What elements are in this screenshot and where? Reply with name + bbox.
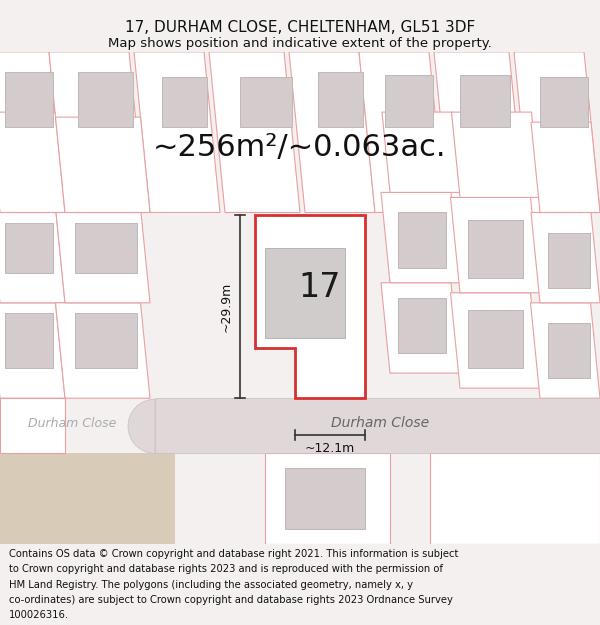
Polygon shape [0,213,65,303]
Text: Map shows position and indicative extent of the property.: Map shows position and indicative extent… [108,38,492,50]
Polygon shape [289,52,375,212]
Polygon shape [56,303,150,398]
Polygon shape [255,216,365,398]
Bar [5,72,53,127]
Polygon shape [530,303,600,398]
Text: ~256m²/~0.063ac.: ~256m²/~0.063ac. [153,132,447,162]
Bar [540,77,588,127]
Text: Durham Close: Durham Close [331,416,429,430]
Bar [162,77,207,127]
Polygon shape [265,453,390,544]
Polygon shape [451,198,540,292]
Bar [460,75,510,127]
Text: 17, DURHAM CLOSE, CHELTENHAM, GL51 3DF: 17, DURHAM CLOSE, CHELTENHAM, GL51 3DF [125,20,475,35]
Polygon shape [531,122,600,212]
Polygon shape [381,192,460,282]
Polygon shape [0,398,65,453]
Bar [468,310,523,368]
Polygon shape [531,213,600,303]
Text: 100026316.: 100026316. [9,609,69,619]
Polygon shape [0,112,65,212]
Bar [5,313,53,368]
Polygon shape [452,112,540,198]
Polygon shape [0,453,175,544]
Polygon shape [382,112,460,192]
Bar [75,313,137,368]
Wedge shape [128,399,155,453]
Polygon shape [134,52,220,212]
Polygon shape [209,52,300,212]
Bar [468,219,523,278]
Text: to Crown copyright and database rights 2023 and is reproduced with the permissio: to Crown copyright and database rights 2… [9,564,443,574]
Polygon shape [0,303,65,398]
Bar [385,75,433,127]
Bar [398,298,446,353]
Polygon shape [451,292,540,388]
Text: 17: 17 [299,271,341,304]
Polygon shape [0,52,65,212]
Polygon shape [49,52,145,212]
Polygon shape [430,453,600,544]
Text: ~12.1m: ~12.1m [305,442,355,455]
Text: Durham Close: Durham Close [28,417,116,430]
Bar [398,213,446,268]
Bar [548,232,590,288]
Bar [78,72,133,127]
Polygon shape [514,52,600,212]
Polygon shape [155,398,600,453]
Bar [265,248,345,338]
Polygon shape [434,52,525,212]
Bar [285,469,365,529]
Polygon shape [56,213,150,303]
Bar [548,323,590,378]
Text: ~29.9m: ~29.9m [220,282,233,332]
Text: co-ordinates) are subject to Crown copyright and database rights 2023 Ordnance S: co-ordinates) are subject to Crown copyr… [9,594,453,604]
Text: HM Land Registry. The polygons (including the associated geometry, namely x, y: HM Land Registry. The polygons (includin… [9,579,413,589]
Bar [318,72,363,127]
Bar [5,222,53,272]
Polygon shape [56,117,150,212]
Bar [75,222,137,272]
Bar [240,77,292,127]
Text: Contains OS data © Crown copyright and database right 2021. This information is : Contains OS data © Crown copyright and d… [9,549,458,559]
Polygon shape [359,52,445,212]
Polygon shape [381,282,460,373]
